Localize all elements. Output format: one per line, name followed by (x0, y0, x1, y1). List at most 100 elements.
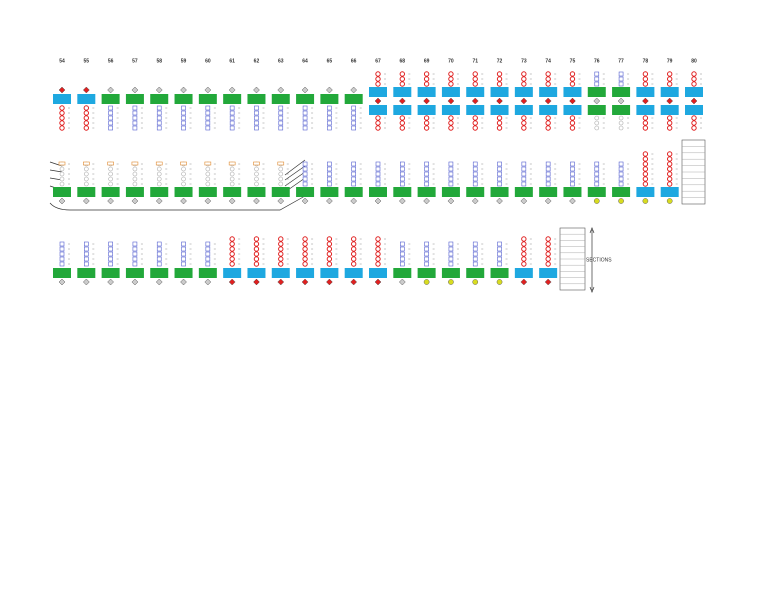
bar (247, 268, 266, 278)
blue-node (545, 181, 551, 187)
blue-node (156, 120, 162, 126)
red-node (642, 156, 649, 162)
red-node (83, 120, 90, 126)
diamond (471, 197, 479, 205)
column-label: 63 (278, 58, 284, 64)
bar (101, 268, 120, 278)
red-node (302, 261, 308, 267)
diamond (155, 86, 163, 94)
bar (514, 105, 533, 115)
blue-node (594, 161, 600, 167)
blue-node (181, 105, 186, 111)
column-label: 57 (132, 58, 138, 64)
diamond (204, 278, 212, 286)
blue-node (59, 261, 65, 267)
red-node (350, 251, 357, 257)
red-node (375, 125, 381, 131)
blue-node (497, 241, 502, 247)
red-node (666, 71, 673, 77)
blue-node (205, 115, 211, 121)
red-node (83, 115, 90, 121)
bar (612, 105, 631, 115)
blue-node (448, 251, 454, 257)
red-node (399, 76, 406, 82)
blue-node (59, 256, 65, 262)
column-label: 62 (254, 58, 260, 64)
red-node (326, 261, 333, 267)
diamond (155, 278, 163, 286)
red-node (278, 256, 284, 262)
column-label: 71 (472, 58, 478, 64)
red-node (229, 246, 235, 252)
red-node (569, 76, 576, 82)
column-label: 60 (205, 58, 211, 64)
gray-node (132, 181, 138, 187)
red-node (691, 76, 697, 82)
blue-node (302, 166, 308, 172)
bar (77, 187, 96, 197)
gray-node (205, 176, 211, 182)
red-node (472, 76, 478, 82)
gray-node (84, 166, 89, 172)
blue-node (375, 161, 381, 167)
gray-node (181, 171, 186, 177)
bar (174, 268, 193, 278)
gray-node (229, 166, 235, 172)
red-node (666, 115, 673, 121)
gray-node (181, 176, 186, 182)
diamond (423, 197, 430, 205)
blue-node (278, 105, 284, 111)
red-node (642, 120, 649, 126)
bar (441, 187, 460, 197)
diamond (131, 86, 139, 94)
red-node (375, 115, 381, 121)
blue-node (521, 161, 527, 167)
blue-node (351, 125, 356, 131)
bar (125, 187, 144, 197)
red-node (642, 166, 649, 172)
bar (125, 94, 144, 104)
blue-node (594, 71, 600, 77)
yellow-node (496, 279, 503, 285)
blue-node (400, 166, 405, 172)
bar (344, 268, 363, 278)
diamond (374, 97, 382, 105)
blue-node (448, 246, 454, 252)
red-node (278, 251, 284, 257)
diamond (301, 197, 309, 205)
bar (174, 94, 193, 104)
red-node (375, 81, 381, 87)
bar (223, 268, 242, 278)
blue-node (521, 166, 527, 172)
gray-node (229, 181, 235, 187)
bar (514, 87, 533, 97)
gray-node (181, 181, 186, 187)
gray-node (254, 166, 259, 172)
bar (198, 94, 217, 104)
blue-node (545, 161, 551, 167)
red-node (423, 71, 430, 77)
column-label: 72 (497, 58, 503, 64)
bar (563, 87, 582, 97)
red-node (569, 125, 576, 131)
red-node (59, 125, 65, 131)
red-node (423, 115, 430, 121)
blue-node (254, 110, 259, 116)
bar (539, 87, 558, 97)
red-node (545, 241, 551, 247)
bar (271, 187, 290, 197)
blue-node (156, 105, 162, 111)
blue-node (327, 166, 332, 172)
orange-node (107, 161, 114, 166)
bar (587, 187, 606, 197)
blue-node (84, 241, 89, 247)
red-node (229, 251, 235, 257)
diamond (350, 86, 358, 94)
blue-node (472, 241, 478, 247)
blue-node (302, 161, 308, 167)
gray-node (84, 176, 89, 182)
blue-node (472, 161, 478, 167)
column-label: 70 (448, 58, 454, 64)
blue-node (181, 246, 186, 252)
blue-node (132, 251, 138, 257)
